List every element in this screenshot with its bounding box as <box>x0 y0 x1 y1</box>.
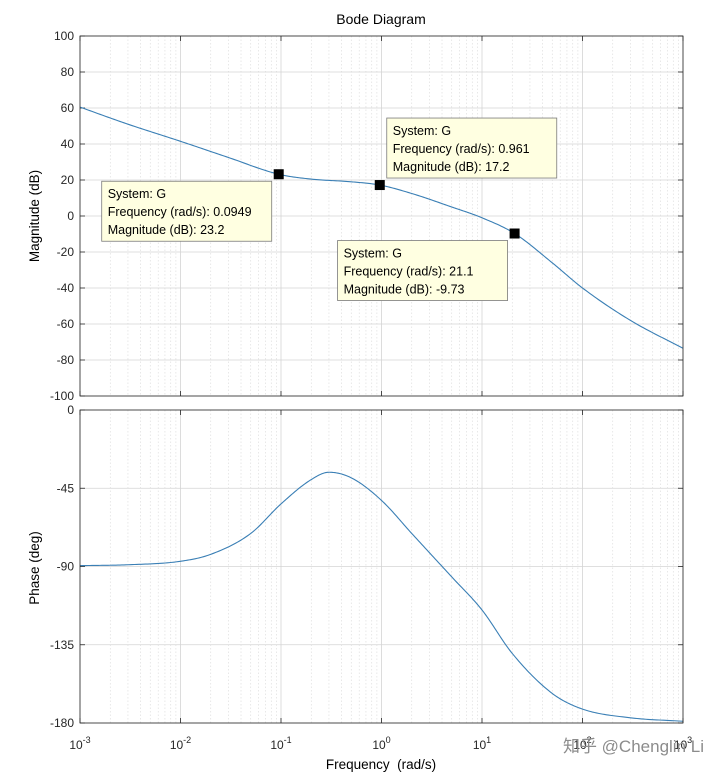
x-tick-label: 100 <box>372 735 390 752</box>
datatip-magnitude-text: Magnitude (dB): 23.2 <box>108 223 225 237</box>
y-tick-label: -60 <box>57 317 75 331</box>
datatip-marker[interactable] <box>509 228 520 239</box>
y-tick-label: -40 <box>57 281 75 295</box>
phase-series-line <box>79 471 684 722</box>
x-tick-exponent: -1 <box>284 735 292 745</box>
y-tick-label: 20 <box>61 173 75 187</box>
y-tick-label: -100 <box>50 389 74 403</box>
datatips: System: G Frequency (rad/s): 0.0949 Magnit… <box>101 117 558 301</box>
x-tick-label: 10-1 <box>270 735 291 752</box>
x-tick-label: 10-3 <box>69 735 90 752</box>
x-tick-base: 10 <box>473 738 487 752</box>
datatip[interactable]: System: G Frequency (rad/s): 0.0949 Magnit… <box>101 169 284 242</box>
y-tick-label: 0 <box>67 403 74 417</box>
x-tick-base: 10 <box>372 738 386 752</box>
datatip-marker[interactable] <box>374 180 385 191</box>
datatip-system-text: System: G <box>108 187 166 201</box>
x-tick-labels: 10-3 10-2 10-1 100 101 102 103 <box>69 36 692 752</box>
y-tick-label: 60 <box>61 101 75 115</box>
x-tick-base: 10 <box>674 738 688 752</box>
datatip-box[interactable] <box>386 117 558 179</box>
y-tick-label: 80 <box>61 65 75 79</box>
y-tick-label: 0 <box>67 209 74 223</box>
datatip-magnitude-text: Magnitude (dB): 17.2 <box>393 160 510 174</box>
datatip-frequency-text: Frequency (rad/s): 21.1 <box>344 265 474 279</box>
x-axis-label: Frequency (rad/s) <box>326 757 436 772</box>
datatip-frequency-text: Frequency (rad/s): 0.961 <box>393 142 530 156</box>
x-tick-base: 10 <box>573 738 587 752</box>
datatip-box[interactable] <box>101 180 273 242</box>
datatip[interactable]: System: G Frequency (rad/s): 21.1 Magnitud… <box>337 228 520 301</box>
y-tick-label: -135 <box>50 638 74 652</box>
y-tick-label: -20 <box>57 245 75 259</box>
x-tick-exponent: 0 <box>386 735 391 745</box>
x-tick-label: 10-2 <box>170 735 191 752</box>
phase-axes: 0 -45 -90 -135 -180 <box>50 403 684 730</box>
x-tick-base: 10 <box>170 738 184 752</box>
x-tick-base: 10 <box>69 738 83 752</box>
phase-y-axis-label: Phase (deg) <box>27 531 42 605</box>
x-tick-exponent: 2 <box>587 735 592 745</box>
x-tick-exponent: 3 <box>687 735 692 745</box>
x-tick-exponent: 1 <box>486 735 491 745</box>
x-tick-label: 103 <box>674 735 692 752</box>
watermark: 知乎 @Chenglin Li <box>563 737 704 756</box>
datatip-box[interactable] <box>337 240 508 301</box>
y-tick-label: 40 <box>61 137 75 151</box>
magnitude-grid <box>79 35 684 397</box>
y-tick-label: 100 <box>54 29 74 43</box>
datatip-magnitude-text: Magnitude (dB): -9.73 <box>344 283 465 297</box>
magnitude-y-axis-label: Magnitude (dB) <box>27 170 42 262</box>
datatip-marker[interactable] <box>273 169 284 180</box>
chart-title: Bode Diagram <box>336 11 426 27</box>
magnitude-series-line <box>79 106 684 349</box>
x-tick-exponent: -2 <box>183 735 191 745</box>
x-tick-exponent: -3 <box>83 735 91 745</box>
y-tick-label: -180 <box>50 716 74 730</box>
y-tick-label: -45 <box>57 481 75 495</box>
datatip-system-text: System: G <box>393 124 451 138</box>
y-tick-label: -90 <box>57 560 75 574</box>
x-tick-base: 10 <box>270 738 284 752</box>
datatip-system-text: System: G <box>344 247 402 261</box>
y-tick-label: -80 <box>57 353 75 367</box>
x-tick-label: 101 <box>473 735 491 752</box>
datatip[interactable]: System: G Frequency (rad/s): 0.961 Magnitu… <box>374 117 558 191</box>
magnitude-y-ticks: 100 80 60 40 20 0 -20 -40 -60 -80 -100 <box>50 29 683 403</box>
datatip-frequency-text: Frequency (rad/s): 0.0949 <box>108 205 252 219</box>
x-tick-label: 102 <box>573 735 591 752</box>
